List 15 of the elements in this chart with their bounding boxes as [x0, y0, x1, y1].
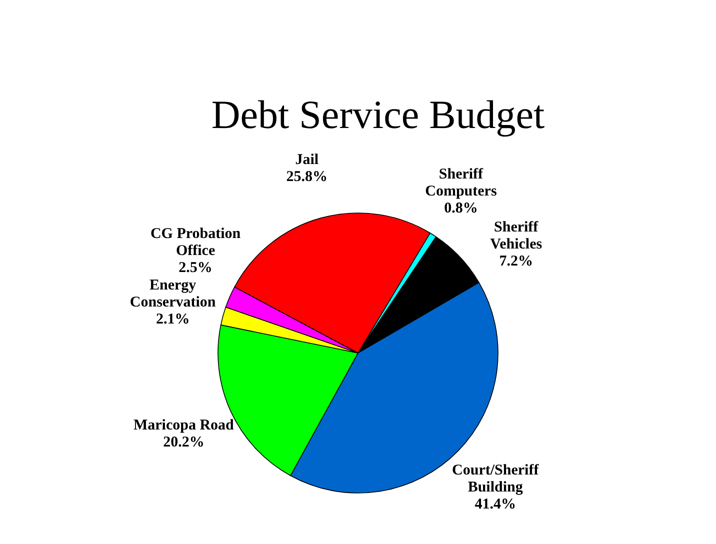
- data-label: 25.8%: [286, 168, 328, 185]
- slice-label: Energy Conservation: [130, 278, 216, 311]
- data-label: 7.2%: [499, 254, 533, 270]
- data-label: 2.1%: [156, 312, 190, 328]
- chart-title: Debt Service Budget: [211, 92, 545, 137]
- slice-label: Court/Sheriff Building: [452, 462, 540, 496]
- slice-label: Sheriff Vehicles: [490, 220, 542, 253]
- slice-label: Maricopa Road: [133, 418, 235, 434]
- data-label: 20.2%: [163, 434, 204, 451]
- slice-label: Jail: [295, 152, 319, 168]
- data-label: 2.5%: [178, 260, 212, 276]
- slice-label: CG Probation Office: [150, 226, 242, 260]
- slice-label: Sheriff Computers: [425, 166, 497, 200]
- data-label: 0.8%: [444, 200, 478, 216]
- data-label: 41.4%: [474, 496, 516, 513]
